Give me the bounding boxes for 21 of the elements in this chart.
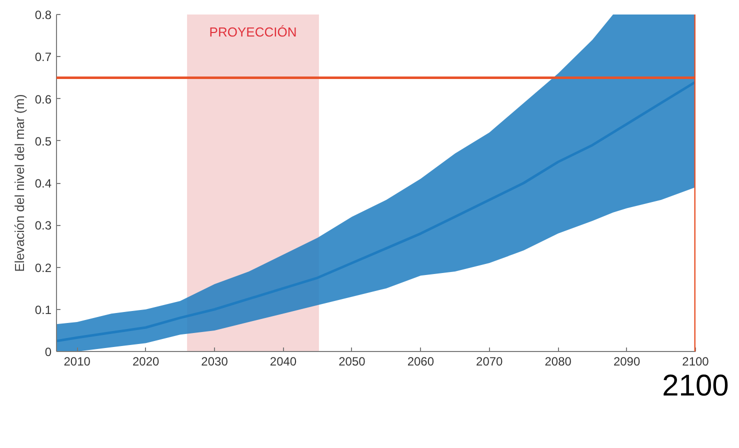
x-tick-label: 2100 (682, 354, 710, 368)
y-tick-label: 0.4 (34, 176, 52, 190)
x-tick-label: 2050 (338, 354, 366, 368)
x-tick-label: 2030 (201, 354, 228, 368)
y-tick-label: 0.6 (34, 92, 52, 106)
x-tick-label: 2010 (64, 354, 91, 368)
y-tick-label: 0.5 (34, 134, 52, 148)
y-tick-label: 0.2 (34, 260, 52, 275)
y-tick-label: 0.8 (34, 8, 52, 22)
y-tick-label: 0.1 (34, 302, 52, 317)
x-tick-label: 2090 (613, 354, 640, 368)
x-tick-label: 2020 (132, 354, 160, 368)
x-tick-label: 2070 (476, 354, 504, 368)
band-label: PROYECCIÓN (209, 24, 297, 40)
y-tick-label: 0.3 (34, 218, 52, 233)
x-tick-label: 2040 (270, 354, 297, 368)
y-axis-title: Elevación del nivel del mar (m) (12, 94, 27, 272)
x-tick-label: 2060 (407, 354, 434, 368)
x-tick-label: 2080 (544, 354, 572, 368)
y-tick-label: 0.7 (34, 50, 52, 64)
y-tick-label: 0 (44, 345, 52, 359)
